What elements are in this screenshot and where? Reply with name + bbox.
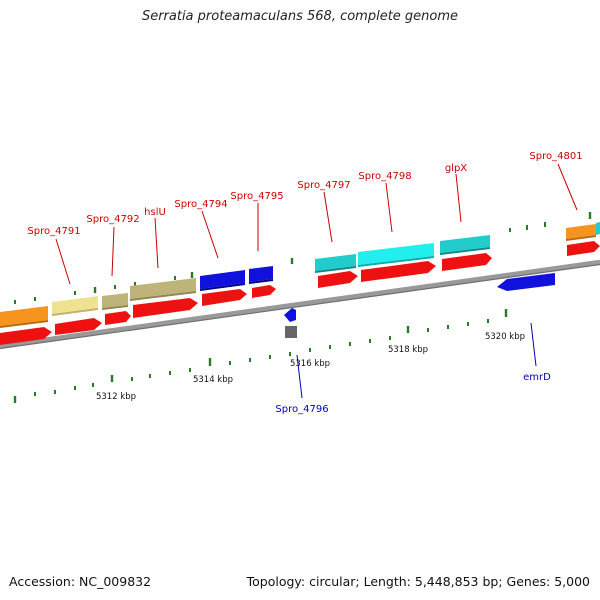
cds-track-forward (0, 241, 600, 345)
gene-label[interactable]: Spro_4801 (529, 151, 582, 162)
feature-track-upper (0, 222, 600, 328)
gene-spro-4795[interactable] (249, 266, 273, 282)
cds-arrow[interactable] (252, 285, 276, 298)
scale-label: 5320 kbp (485, 332, 525, 342)
scale-label: 5318 kbp (388, 345, 428, 355)
gene-label[interactable]: Spro_4792 (86, 214, 139, 225)
gene-label[interactable]: emrD (523, 372, 551, 383)
cds-arrow[interactable] (202, 289, 247, 306)
gene-spro-4798[interactable] (358, 243, 434, 265)
gene-labels-forward: Spro_4791 Spro_4792 hslU Spro_4794 Spro_… (27, 151, 582, 237)
gene-spro-4794[interactable] (200, 270, 245, 289)
map-title: Serratia proteamaculans 568, complete ge… (141, 9, 459, 24)
gene-label[interactable]: Spro_4796 (275, 404, 328, 415)
outer-tick-row (14, 212, 592, 304)
scale-labels: 5312 kbp 5314 kbp 5316 kbp 5318 kbp 5320… (96, 332, 525, 402)
cds-arrow[interactable] (133, 298, 198, 318)
cds-arrow[interactable] (0, 327, 52, 345)
scale-label: 5312 kbp (96, 392, 136, 402)
gene-gray-small[interactable] (285, 326, 297, 338)
genome-summary: Topology: circular; Length: 5,448,853 bp… (246, 574, 590, 589)
inner-tick-row (13, 309, 508, 403)
scale-label: 5314 kbp (193, 375, 233, 385)
genome-backbone-shadow (0, 263, 600, 350)
gene-orange-left[interactable] (0, 306, 48, 326)
gene-label[interactable]: Spro_4795 (230, 191, 283, 202)
gene-emrd[interactable] (497, 273, 555, 291)
cds-arrow[interactable] (361, 261, 436, 282)
cds-arrow[interactable] (55, 318, 102, 335)
gene-label[interactable]: Spro_4798 (358, 171, 411, 182)
cds-arrow[interactable] (442, 253, 492, 271)
gene-spro-4801[interactable] (566, 224, 596, 239)
gene-labels-reverse: Spro_4796 emrD (275, 372, 551, 415)
genome-backbone (0, 259, 600, 349)
gene-spro-4797[interactable] (315, 254, 356, 271)
gene-label[interactable]: glpX (445, 163, 467, 174)
gene-label[interactable]: Spro_4797 (297, 180, 350, 191)
accession-label: Accession: NC_009832 (9, 574, 152, 589)
cds-arrow[interactable] (318, 271, 358, 288)
cds-arrow[interactable] (105, 311, 131, 325)
gene-spro-4796[interactable] (284, 308, 296, 322)
gene-spro-4792[interactable] (102, 293, 128, 308)
gene-hslu[interactable] (130, 278, 196, 299)
cds-arrow[interactable] (567, 241, 600, 256)
gene-label[interactable]: Spro_4794 (174, 199, 227, 210)
reverse-strand-track (284, 273, 555, 338)
gene-label[interactable]: Spro_4791 (27, 226, 80, 237)
gene-label[interactable]: hslU (144, 207, 166, 218)
scale-label: 5316 kbp (290, 359, 330, 369)
label-callouts (55, 163, 578, 399)
